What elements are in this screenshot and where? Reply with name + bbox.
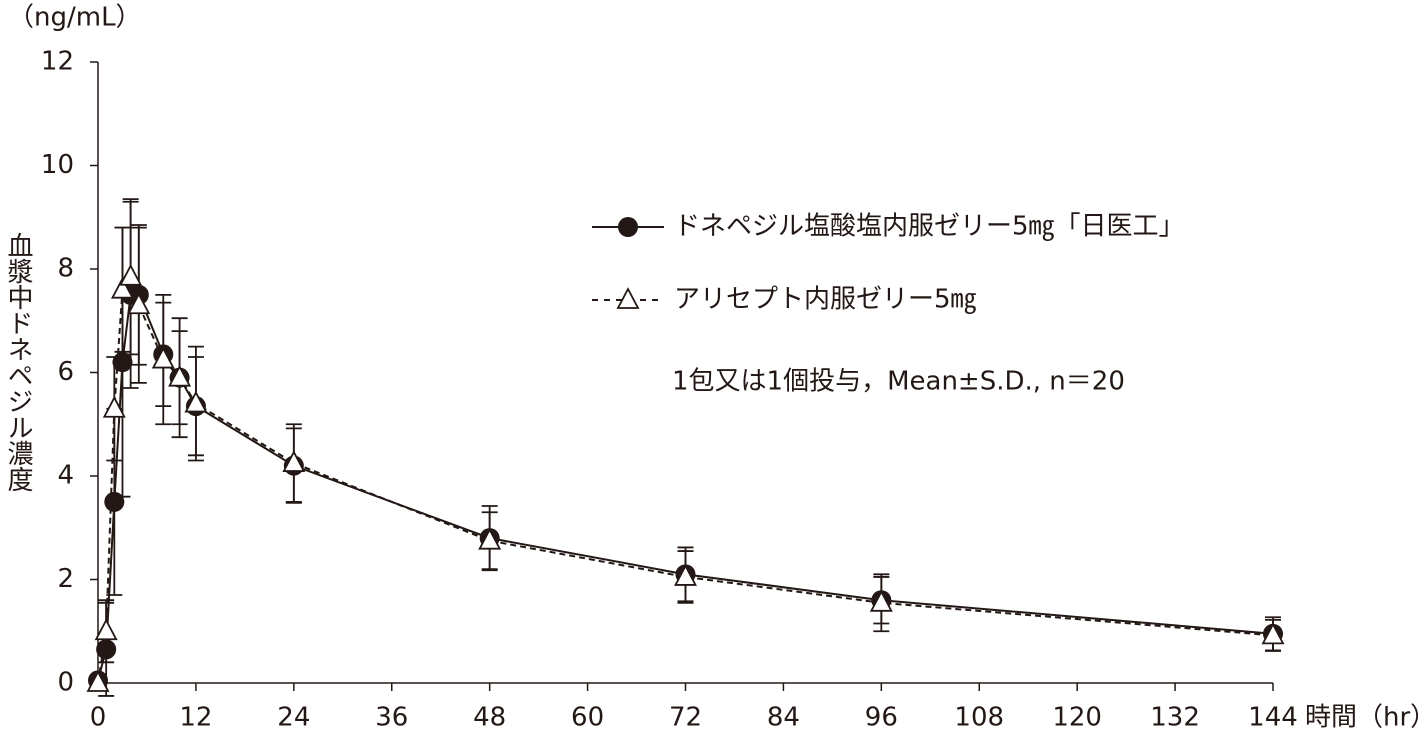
x-axis-label: 時間（hr） — [1305, 703, 1428, 733]
x-tick-label: 24 — [277, 703, 310, 733]
legend-label: アリセプト内服ゼリー5㎎ — [674, 285, 977, 315]
x-tick-label: 60 — [571, 703, 604, 733]
x-tick-label: 84 — [767, 703, 800, 733]
y-axis-label: 血漿中ドネペジル濃度 — [3, 232, 33, 492]
x-tick-label: 108 — [954, 703, 1004, 733]
x-tick-label: 12 — [179, 703, 212, 733]
data-point — [102, 395, 126, 418]
data-point — [119, 263, 143, 286]
y-unit: （ng/mL） — [8, 3, 142, 33]
data-point — [94, 618, 118, 641]
annotation: 1包又は1個投与，Mean±S.D., n＝20 — [672, 367, 1125, 397]
x-tick-label: 0 — [90, 703, 107, 733]
data-point — [168, 364, 192, 387]
series-line — [97, 274, 1274, 684]
y-tick-label: 4 — [57, 461, 74, 491]
x-tick-label: 72 — [669, 703, 702, 733]
x-tick-label: 36 — [375, 703, 408, 733]
data-point — [96, 639, 117, 660]
data-point — [869, 589, 893, 612]
y-tick-label: 12 — [41, 47, 74, 77]
data-point — [282, 450, 306, 472]
series-line — [97, 293, 1274, 681]
y-tick-label: 2 — [57, 564, 74, 594]
data-point — [151, 346, 175, 369]
legend-marker — [618, 217, 638, 237]
y-tick-label: 8 — [57, 254, 74, 284]
data-point — [1261, 622, 1285, 645]
x-tick-label: 96 — [865, 703, 898, 733]
legend-marker — [616, 287, 640, 309]
data-point — [674, 563, 697, 586]
data-point — [86, 670, 110, 692]
y-tick-label: 6 — [57, 357, 74, 387]
data-point — [104, 491, 125, 512]
x-tick-label: 48 — [473, 703, 506, 733]
data-point — [112, 352, 133, 373]
data-point — [127, 292, 151, 315]
data-point — [478, 527, 502, 550]
y-tick-label: 0 — [57, 668, 74, 698]
x-tick-label: 144 — [1248, 703, 1298, 733]
x-tick-label: 132 — [1150, 703, 1200, 733]
y-tick-label: 10 — [41, 150, 74, 180]
data-point — [110, 276, 134, 299]
legend-label: ドネペジル塩酸塩内服ゼリー5㎎「日医工」 — [674, 212, 1185, 242]
data-point — [184, 390, 208, 413]
x-tick-label: 120 — [1052, 703, 1102, 733]
